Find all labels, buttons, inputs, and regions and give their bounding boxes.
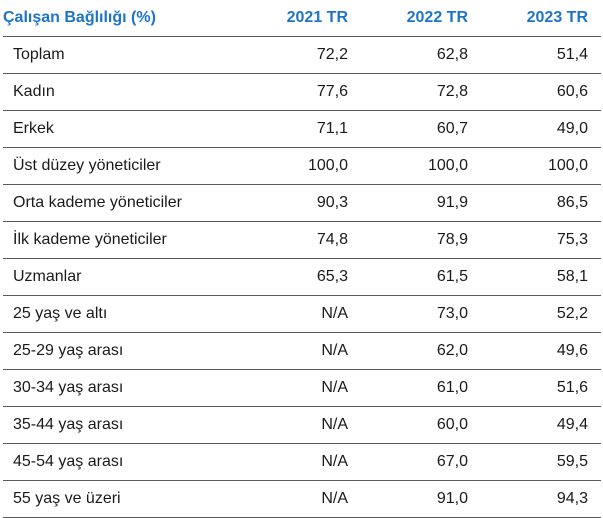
cell-2023: 58,1 [556, 268, 588, 285]
cell-2023: 51,6 [556, 379, 588, 396]
row-label: 30-34 yaş arası [13, 379, 124, 396]
row-label: Toplam [13, 46, 65, 63]
table-row: İlk kademe yöneticiler 74,8 78,9 75,3 [3, 222, 601, 259]
cell-2023: 49,4 [556, 416, 588, 433]
cell-2022: 62,8 [436, 46, 468, 63]
row-label: 55 yaş ve üzeri [13, 490, 121, 507]
cell-2021: 72,2 [316, 46, 348, 63]
engagement-table: Çalışan Bağlılığı (%) 2021 TR 2022 TR 20… [3, 0, 601, 518]
row-label: Kadın [13, 83, 55, 100]
cell-2022: 61,5 [436, 268, 468, 285]
cell-2022: 100,0 [427, 157, 468, 174]
table-title: Çalışan Bağlılığı (%) [3, 9, 156, 26]
row-label: Uzmanlar [13, 268, 82, 285]
cell-2021: 74,8 [316, 231, 348, 248]
table-row: 35-44 yaş arası N/A 60,0 49,4 [3, 407, 601, 444]
cell-2022: 67,0 [436, 453, 468, 470]
table-row: Erkek 71,1 60,7 49,0 [3, 111, 601, 148]
cell-2021: N/A [321, 342, 348, 359]
row-label: 25-29 yaş arası [13, 342, 124, 359]
cell-2023: 94,3 [556, 490, 588, 507]
row-label: 25 yaş ve altı [13, 305, 108, 322]
cell-2021: N/A [321, 490, 348, 507]
cell-2022: 60,7 [436, 120, 468, 137]
cell-2022: 60,0 [436, 416, 468, 433]
cell-2023: 59,5 [556, 453, 588, 470]
cell-2021: 71,1 [316, 120, 348, 137]
cell-2021: N/A [321, 379, 348, 396]
column-header-2022: 2022 TR [406, 9, 468, 26]
cell-2022: 72,8 [436, 83, 468, 100]
cell-2022: 91,9 [436, 194, 468, 211]
cell-2023: 52,2 [556, 305, 588, 322]
row-label: Orta kademe yöneticiler [13, 194, 182, 211]
cell-2022: 91,0 [436, 490, 468, 507]
cell-2021: N/A [321, 416, 348, 433]
cell-2022: 62,0 [436, 342, 468, 359]
cell-2023: 51,4 [556, 46, 588, 63]
row-label: 45-54 yaş arası [13, 453, 124, 470]
table-row: Kadın 77,6 72,8 60,6 [3, 74, 601, 111]
row-label: 35-44 yaş arası [13, 416, 124, 433]
table-row: Toplam 72,2 62,8 51,4 [3, 37, 601, 74]
cell-2023: 60,6 [556, 83, 588, 100]
table-row: 45-54 yaş arası N/A 67,0 59,5 [3, 444, 601, 481]
row-label: İlk kademe yöneticiler [13, 231, 167, 248]
cell-2023: 75,3 [556, 231, 588, 248]
cell-2023: 100,0 [547, 157, 588, 174]
cell-2021: 65,3 [316, 268, 348, 285]
cell-2023: 49,0 [556, 120, 588, 137]
table-row: Uzmanlar 65,3 61,5 58,1 [3, 259, 601, 296]
cell-2021: 100,0 [307, 157, 348, 174]
table-row: Orta kademe yöneticiler 90,3 91,9 86,5 [3, 185, 601, 222]
column-header-2023: 2023 TR [526, 9, 588, 26]
column-header-2021: 2021 TR [286, 9, 348, 26]
row-label: Üst düzey yöneticiler [13, 157, 161, 174]
table-row: 25-29 yaş arası N/A 62,0 49,6 [3, 333, 601, 370]
cell-2023: 49,6 [556, 342, 588, 359]
table-row: 55 yaş ve üzeri N/A 91,0 94,3 [3, 481, 601, 518]
cell-2022: 61,0 [436, 379, 468, 396]
table-body: Toplam 72,2 62,8 51,4 Kadın 77,6 72,8 60,6 Erkek… [3, 37, 601, 518]
table-row: Üst düzey yöneticiler 100,0 100,0 100,0 [3, 148, 601, 185]
table-row: 25 yaş ve altı N/A 73,0 52,2 [3, 296, 601, 333]
cell-2022: 78,9 [436, 231, 468, 248]
cell-2021: 77,6 [316, 83, 348, 100]
cell-2021: N/A [321, 305, 348, 322]
cell-2023: 86,5 [556, 194, 588, 211]
table-header-row: Çalışan Bağlılığı (%) 2021 TR 2022 TR 20… [3, 0, 601, 37]
cell-2022: 73,0 [436, 305, 468, 322]
cell-2021: N/A [321, 453, 348, 470]
row-label: Erkek [13, 120, 54, 137]
cell-2021: 90,3 [316, 194, 348, 211]
table-row: 30-34 yaş arası N/A 61,0 51,6 [3, 370, 601, 407]
